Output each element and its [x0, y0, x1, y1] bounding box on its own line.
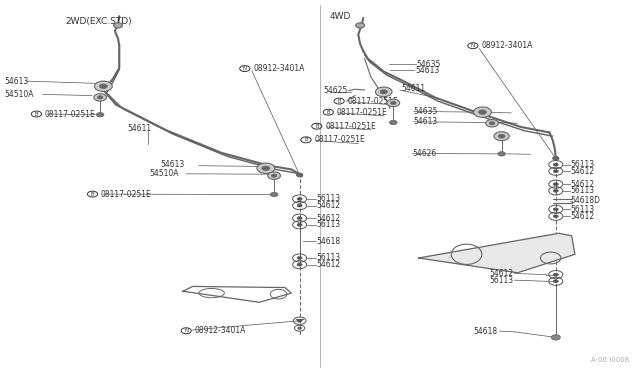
Text: N: N: [471, 43, 475, 48]
Text: 2WD(EXC.STD): 2WD(EXC.STD): [65, 17, 132, 26]
Text: 56113: 56113: [316, 220, 340, 229]
Circle shape: [380, 90, 387, 94]
Circle shape: [390, 120, 397, 125]
Circle shape: [262, 166, 270, 171]
Text: 08117-0251E: 08117-0251E: [314, 135, 365, 144]
Circle shape: [553, 280, 558, 283]
Text: 54612: 54612: [570, 167, 595, 176]
Text: 56113: 56113: [489, 276, 513, 285]
Text: 54625: 54625: [323, 86, 348, 95]
Circle shape: [486, 119, 499, 127]
Circle shape: [390, 101, 396, 105]
Circle shape: [489, 122, 495, 125]
Circle shape: [270, 192, 278, 197]
Text: 54612: 54612: [570, 212, 595, 221]
Text: B: B: [91, 192, 94, 197]
Text: 54612: 54612: [316, 214, 340, 222]
Circle shape: [297, 204, 302, 207]
Text: B: B: [35, 112, 38, 116]
Text: 08117-0251E: 08117-0251E: [45, 109, 95, 119]
Circle shape: [553, 273, 558, 276]
Circle shape: [553, 215, 558, 218]
Text: 54613: 54613: [413, 117, 438, 126]
Text: 54510A: 54510A: [4, 90, 34, 99]
Text: 08117-0251E: 08117-0251E: [348, 97, 398, 106]
Circle shape: [553, 208, 558, 211]
Text: 54613: 54613: [4, 77, 29, 86]
Text: 54613: 54613: [161, 160, 185, 169]
Circle shape: [376, 87, 392, 97]
Circle shape: [297, 319, 302, 322]
Text: 54612: 54612: [316, 260, 340, 269]
Circle shape: [553, 163, 558, 166]
Text: 08117-0251E: 08117-0251E: [337, 108, 387, 117]
Text: 54612: 54612: [570, 180, 595, 189]
Circle shape: [298, 327, 301, 329]
Text: 54510A: 54510A: [149, 169, 179, 177]
Text: 54635: 54635: [413, 107, 438, 116]
Circle shape: [297, 198, 302, 201]
Circle shape: [387, 99, 399, 107]
Circle shape: [297, 263, 302, 266]
Circle shape: [94, 94, 106, 101]
Circle shape: [552, 157, 559, 160]
Text: B: B: [304, 137, 308, 142]
Circle shape: [553, 189, 558, 192]
Text: 54611: 54611: [401, 84, 426, 93]
Text: 54635: 54635: [417, 60, 441, 69]
Text: 08912-3401A: 08912-3401A: [253, 64, 305, 73]
Circle shape: [271, 174, 277, 177]
Text: 08117-0251E: 08117-0251E: [100, 190, 152, 199]
Text: 08912-3401A: 08912-3401A: [195, 326, 246, 335]
Text: B: B: [337, 99, 341, 103]
Circle shape: [498, 152, 506, 156]
Circle shape: [356, 23, 365, 28]
Circle shape: [99, 84, 108, 89]
Text: 56113: 56113: [316, 195, 340, 203]
Circle shape: [95, 81, 112, 92]
Text: 4WD: 4WD: [330, 12, 351, 22]
Circle shape: [113, 23, 122, 28]
Text: A·06 i0008: A·06 i0008: [591, 357, 629, 363]
Text: N: N: [184, 328, 188, 333]
Circle shape: [97, 96, 103, 99]
Circle shape: [553, 183, 558, 186]
Circle shape: [296, 173, 303, 177]
Text: 08912-3401A: 08912-3401A: [481, 41, 532, 50]
Text: 56113: 56113: [316, 253, 340, 263]
Text: 54618: 54618: [316, 237, 340, 246]
Polygon shape: [419, 233, 575, 273]
Circle shape: [479, 110, 486, 115]
Text: 56113: 56113: [570, 160, 595, 169]
Text: 54618D: 54618D: [570, 196, 600, 205]
Circle shape: [268, 172, 280, 179]
Circle shape: [494, 132, 509, 141]
Circle shape: [498, 134, 505, 138]
Text: 54626: 54626: [412, 149, 436, 158]
Text: 08117-0251E: 08117-0251E: [325, 122, 376, 131]
Circle shape: [257, 163, 275, 173]
Circle shape: [297, 257, 302, 260]
Text: 54613: 54613: [415, 66, 440, 75]
Text: 54612: 54612: [489, 269, 513, 278]
Circle shape: [297, 223, 302, 226]
Text: 56113: 56113: [570, 186, 595, 195]
Text: 54618: 54618: [473, 327, 497, 336]
Text: 54611: 54611: [127, 124, 152, 133]
Circle shape: [97, 112, 104, 117]
Circle shape: [553, 170, 558, 173]
Circle shape: [297, 217, 302, 219]
Text: N: N: [243, 66, 247, 71]
Text: 56113: 56113: [570, 205, 595, 214]
Circle shape: [551, 335, 560, 340]
Text: B: B: [315, 124, 319, 129]
Text: B: B: [326, 110, 330, 115]
Text: 54612: 54612: [316, 201, 340, 210]
Circle shape: [474, 107, 492, 117]
